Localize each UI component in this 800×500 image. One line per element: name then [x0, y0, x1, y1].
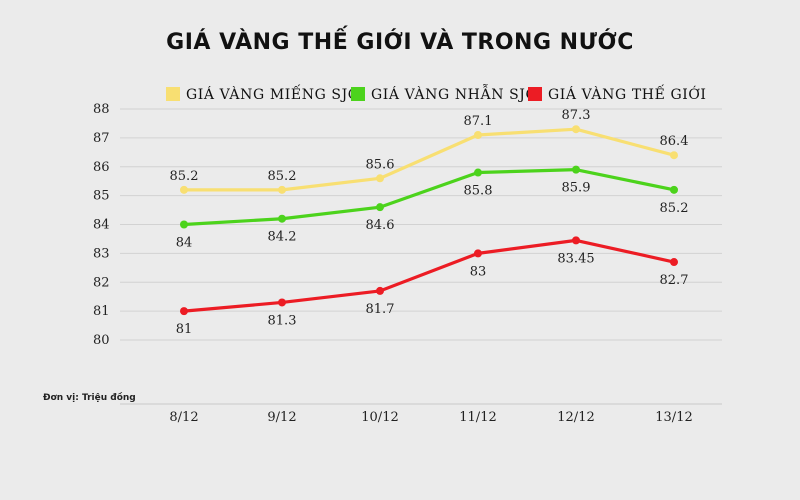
data-label: 87.3 — [562, 108, 591, 123]
legend-swatch — [166, 87, 180, 101]
data-label: 85.6 — [366, 157, 395, 172]
y-tick-label: 85 — [93, 189, 110, 204]
data-point — [572, 125, 580, 134]
data-point — [376, 203, 384, 212]
data-label: 84 — [176, 236, 193, 251]
data-label: 84.2 — [268, 230, 297, 245]
data-point — [474, 249, 482, 258]
data-point — [278, 185, 286, 194]
data-label: 85.8 — [464, 184, 493, 199]
data-label: 83.45 — [557, 251, 594, 266]
legend-label: GIÁ VÀNG MIẾNG SJC — [186, 83, 359, 103]
y-tick-label: 80 — [93, 333, 110, 348]
data-point — [670, 151, 678, 160]
data-label: 85.2 — [268, 169, 297, 184]
data-label: 82.7 — [660, 273, 689, 288]
data-label: 85.2 — [660, 201, 689, 216]
chart-title: GIÁ VÀNG THẾ GIỚI VÀ TRONG NƯỚC — [166, 30, 634, 55]
x-tick-label: 13/12 — [655, 410, 692, 425]
data-label: 85.9 — [562, 181, 591, 196]
data-point — [572, 236, 580, 245]
y-tick-label: 83 — [93, 246, 110, 261]
y-tick-label: 87 — [93, 131, 110, 146]
data-label: 83 — [470, 264, 487, 279]
data-label: 81 — [176, 322, 193, 337]
data-label: 87.1 — [464, 114, 493, 129]
series-line — [182, 127, 676, 192]
legend-label: GIÁ VÀNG THẾ GIỚI — [548, 83, 707, 103]
data-point — [180, 185, 188, 194]
series-line — [182, 238, 676, 313]
data-label: 86.4 — [660, 134, 689, 149]
data-point — [474, 130, 482, 139]
legend-label: GIÁ VÀNG NHẪN SJC — [371, 83, 537, 103]
data-point — [376, 174, 384, 183]
y-tick-label: 81 — [93, 304, 110, 319]
x-tick-label: 8/12 — [169, 410, 198, 425]
data-point — [180, 307, 188, 316]
data-label: 81.7 — [366, 302, 395, 317]
data-point — [474, 168, 482, 177]
data-point — [278, 298, 286, 307]
unit-note: Đơn vị: Triệu đồng — [43, 392, 136, 403]
data-point — [376, 286, 384, 295]
x-tick-label: 12/12 — [557, 410, 594, 425]
data-label: 81.3 — [268, 313, 297, 328]
y-tick-label: 88 — [93, 102, 110, 117]
legend-swatch — [351, 87, 365, 101]
data-point — [180, 220, 188, 229]
y-tick-label: 82 — [93, 275, 110, 290]
x-tick-label: 11/12 — [459, 410, 496, 425]
series-line — [182, 168, 676, 227]
data-point — [278, 214, 286, 223]
data-label: 85.2 — [170, 169, 199, 184]
x-tick-label: 9/12 — [267, 410, 296, 425]
data-label: 84.6 — [366, 218, 395, 233]
x-tick-label: 10/12 — [361, 410, 398, 425]
data-point — [670, 185, 678, 194]
data-point — [572, 165, 580, 174]
y-tick-label: 86 — [93, 160, 110, 175]
data-point — [670, 258, 678, 267]
legend-swatch — [528, 87, 542, 101]
y-tick-label: 84 — [93, 218, 110, 233]
